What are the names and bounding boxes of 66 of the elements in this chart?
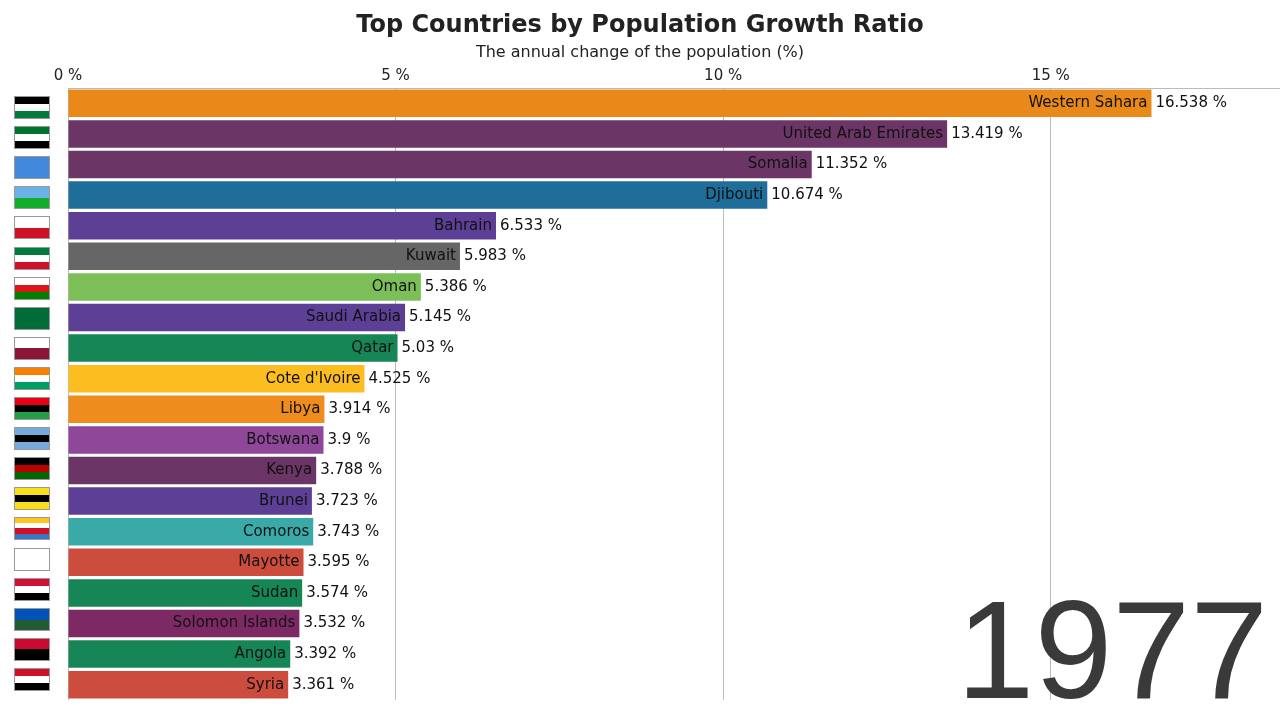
bar	[68, 487, 312, 515]
data-label: 5.983 %	[463, 246, 526, 265]
bar	[68, 548, 304, 577]
data-label: 3.743 %	[317, 521, 380, 540]
data-label: 3.361 %	[292, 674, 355, 693]
y-tick-label: Western Sahara	[1028, 93, 1148, 112]
y-tick-label: Brunei	[259, 490, 308, 509]
bar	[68, 150, 812, 179]
y-tick-label: Solomon Islands	[172, 613, 296, 632]
data-label: 3.9 %	[327, 429, 371, 448]
bar	[68, 579, 303, 607]
data-label: 3.723 %	[315, 490, 378, 509]
y-tick-label: Cote d'Ivoire	[265, 368, 361, 387]
y-tick-label: Oman	[371, 276, 417, 295]
data-label: 16.538 %	[1155, 93, 1227, 112]
bar	[68, 211, 496, 240]
data-label: 11.352 %	[815, 154, 888, 173]
data-label: 6.533 %	[500, 215, 562, 234]
data-label: 5.386 %	[424, 276, 487, 295]
y-tick-label: United Arab Emirates	[782, 123, 944, 142]
x-tick-label: 10 %	[704, 65, 743, 84]
data-label: 5.03 %	[401, 337, 454, 356]
data-label: 4.525 %	[368, 368, 431, 387]
bar	[68, 426, 324, 454]
y-tick-label: Botswana	[246, 429, 320, 448]
bar	[68, 242, 460, 271]
x-tick-label: 15 %	[1031, 65, 1070, 84]
bar	[68, 517, 314, 546]
y-tick-label: Kenya	[266, 460, 313, 479]
bar	[68, 670, 289, 699]
chart-title: Top Countries by Population Growth Ratio	[355, 10, 925, 38]
data-label: 3.595 %	[307, 552, 370, 571]
bar	[68, 456, 317, 485]
bar	[68, 181, 768, 209]
data-label: 5.145 %	[409, 307, 472, 326]
y-tick-label: Somalia	[747, 154, 808, 173]
y-tick-label: Saudi Arabia	[305, 307, 402, 326]
bar	[68, 364, 365, 393]
x-tick-label: 5 %	[381, 65, 410, 84]
y-tick-label: Syria	[246, 674, 285, 693]
data-label: 10.674 %	[771, 184, 843, 203]
bar	[68, 273, 421, 301]
data-label: 13.419 %	[951, 123, 1023, 142]
y-tick-label: Comoros	[242, 521, 310, 540]
data-label: 3.788 %	[320, 460, 383, 479]
y-tick-label: Sudan	[250, 582, 299, 601]
bar	[68, 89, 1152, 118]
bar	[68, 334, 398, 362]
y-tick-label: Djibouti	[705, 184, 764, 203]
data-label: 3.914 %	[328, 399, 391, 418]
y-tick-label: Qatar	[351, 337, 395, 356]
bar	[68, 395, 325, 424]
y-tick-label: Libya	[280, 399, 321, 418]
y-tick-label: Mayotte	[238, 552, 300, 571]
annotation: 1977	[956, 571, 1268, 720]
x-tick-label: 0 %	[53, 65, 83, 84]
bar	[68, 120, 948, 148]
data-label: 3.532 %	[303, 613, 366, 632]
bar	[68, 640, 291, 668]
y-tick-label: Bahrain	[433, 215, 492, 234]
bar	[68, 303, 406, 332]
y-tick-label: Kuwait	[405, 246, 457, 265]
data-label: 3.392 %	[294, 643, 357, 662]
y-tick-label: Angola	[234, 643, 287, 662]
data-label: 3.574 %	[306, 582, 369, 601]
chart-subtitle: The annual change of the population (%)	[474, 42, 806, 61]
